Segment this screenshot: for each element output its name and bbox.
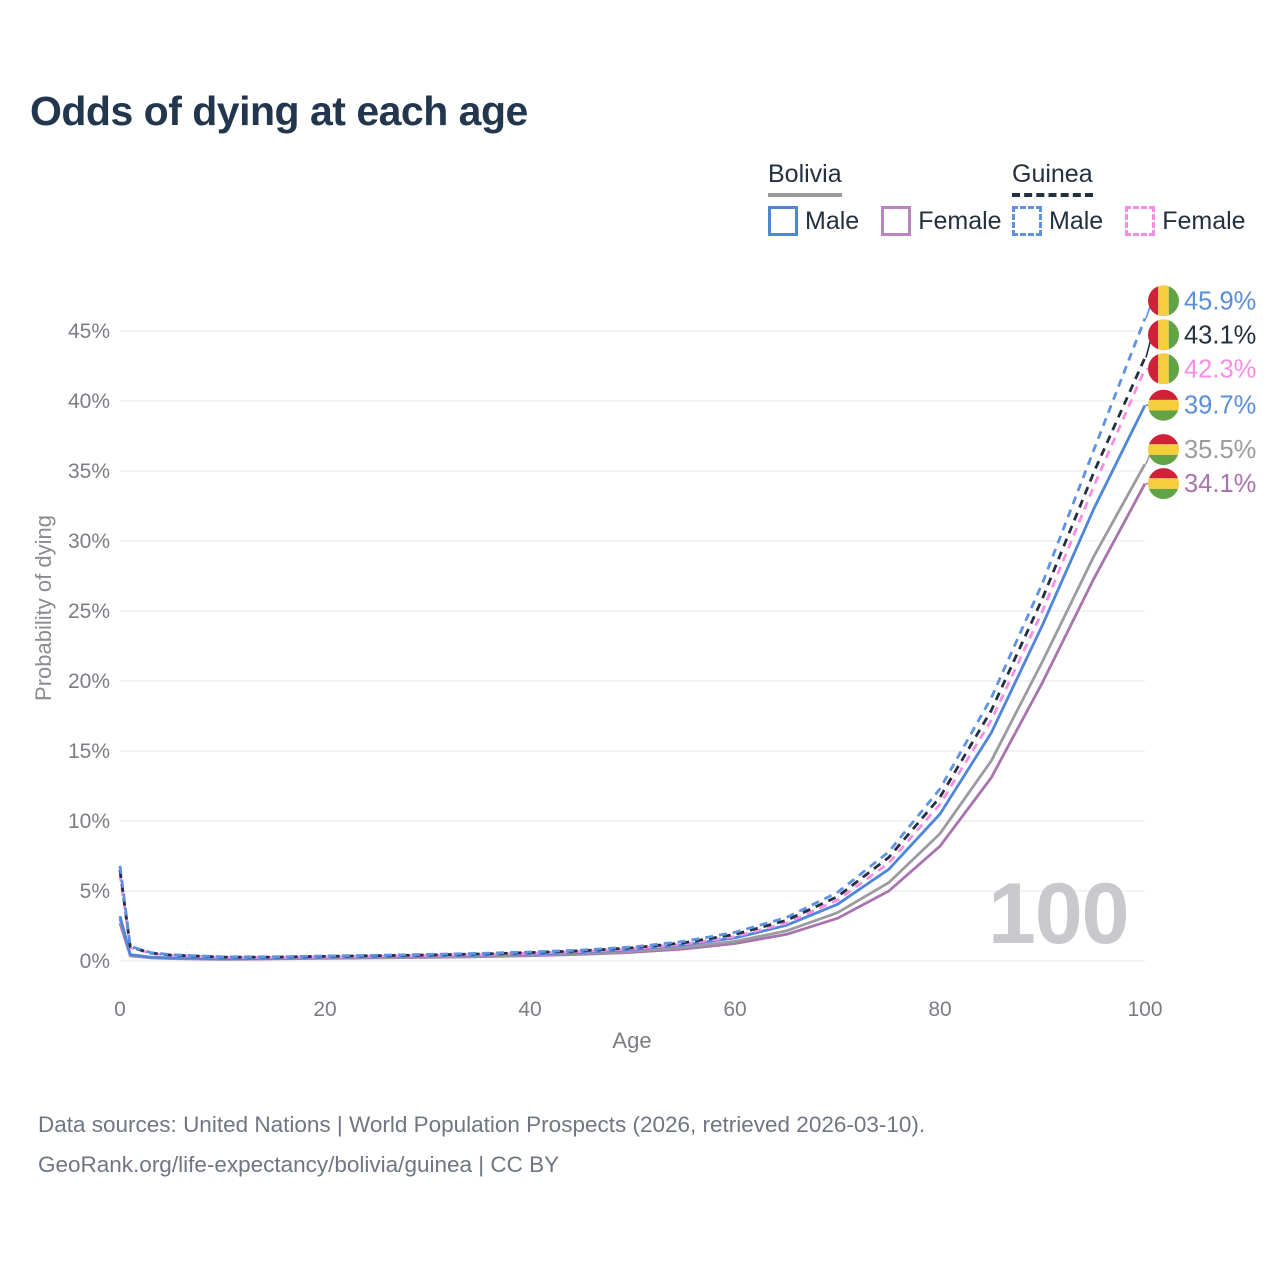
x-tick-label: 0: [114, 998, 126, 1021]
bolivia-flag-icon: [1148, 434, 1179, 466]
x-axis-title: Age: [612, 1028, 652, 1053]
y-tick-label: 20%: [68, 670, 110, 693]
legend-label: Male: [1049, 206, 1104, 235]
y-tick-label: 35%: [68, 460, 110, 483]
page-title: Odds of dying at each age: [30, 88, 528, 134]
y-tick-label: 15%: [68, 740, 110, 763]
legend-item-bolivia-male[interactable]: Male: [768, 206, 859, 236]
legend-group-guinea: Guinea Male Female: [1012, 160, 1246, 236]
legend-label: Female: [918, 206, 1002, 235]
y-tick-label: 10%: [68, 810, 110, 833]
end-label-guinea-female: 42.3%: [1184, 355, 1256, 383]
bolivia-male-swatch-icon: [768, 206, 798, 236]
legend-item-bolivia-female[interactable]: Female: [881, 206, 1002, 236]
x-tick-label: 20: [313, 998, 336, 1021]
bolivia-flag-icon: [1148, 389, 1179, 421]
series-line-guinea-total[interactable]: [118, 357, 1147, 959]
data-source-line: Data sources: United Nations | World Pop…: [38, 1112, 926, 1137]
legend-item-guinea-male[interactable]: Male: [1012, 206, 1103, 236]
x-tick-label: 100: [1127, 998, 1162, 1021]
x-tick-label: 40: [518, 998, 541, 1021]
y-axis-title: Probability of dying: [31, 515, 56, 701]
legend-label: Female: [1162, 206, 1246, 235]
guinea-flag-icon: [1148, 285, 1179, 317]
y-tick-label: 0%: [80, 950, 110, 973]
legend-country-guinea: Guinea: [1012, 160, 1093, 188]
guinea-male-swatch-icon: [1012, 206, 1042, 236]
series-line-bolivia-male[interactable]: [118, 404, 1147, 961]
legend-item-guinea-female[interactable]: Female: [1125, 206, 1246, 236]
legend-group-bolivia: Bolivia Male Female: [768, 160, 1002, 236]
end-label-bolivia-male: 39.7%: [1184, 392, 1256, 420]
license-line: GeoRank.org/life-expectancy/bolivia/guin…: [38, 1152, 560, 1177]
y-tick-label: 30%: [68, 530, 110, 553]
bolivia-line-style-sample: [768, 193, 842, 197]
bolivia-flag-icon: [1148, 468, 1179, 500]
y-tick-label: 25%: [68, 600, 110, 623]
y-tick-label: 5%: [80, 880, 110, 903]
guinea-flag-icon: [1148, 319, 1179, 351]
age-counter-watermark: 100: [988, 866, 1129, 962]
y-tick-label: 40%: [68, 390, 110, 413]
guinea-line-style-sample: [1012, 193, 1093, 197]
series-line-guinea-male[interactable]: [118, 317, 1147, 959]
x-tick-label: 60: [723, 998, 746, 1021]
source-attribution: Data sources: United Nations | World Pop…: [38, 1105, 925, 1185]
end-label-bolivia-total: 35.5%: [1184, 436, 1256, 464]
end-label-bolivia-female: 34.1%: [1184, 470, 1256, 498]
guinea-flag-icon: [1148, 353, 1179, 385]
end-label-guinea-male: 45.9%: [1184, 287, 1256, 315]
legend-country-bolivia: Bolivia: [768, 160, 842, 188]
legend-label: Male: [805, 206, 860, 235]
end-label-guinea-total: 43.1%: [1184, 321, 1256, 349]
x-tick-label: 80: [928, 998, 951, 1021]
bolivia-female-swatch-icon: [881, 206, 912, 236]
guinea-female-swatch-icon: [1125, 206, 1156, 236]
y-tick-label: 45%: [68, 320, 110, 343]
